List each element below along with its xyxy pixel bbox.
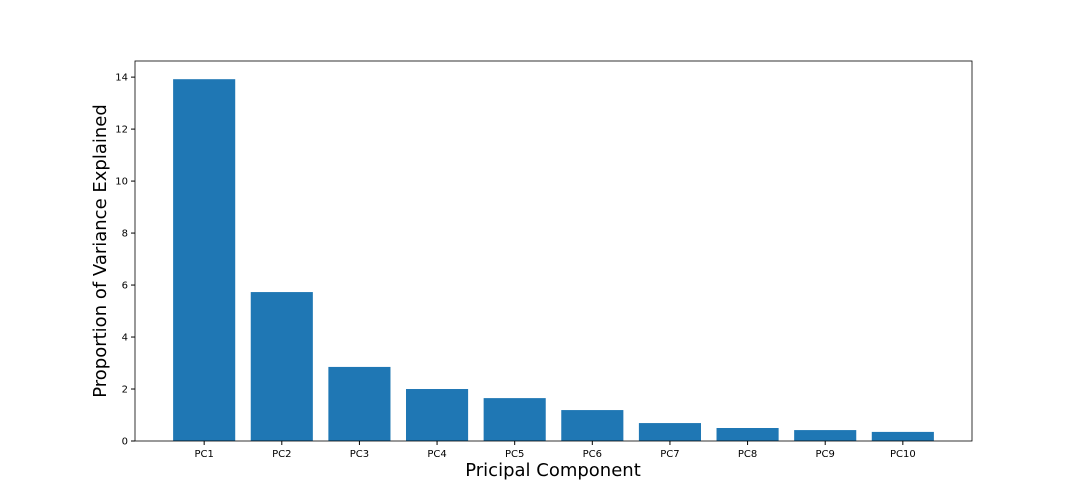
y-tick-label: 0	[122, 437, 128, 448]
x-tick-label: PC10	[890, 449, 916, 460]
y-tick-label: 14	[115, 73, 128, 84]
y-tick-label: 2	[122, 385, 128, 396]
x-tick-label: PC1	[194, 449, 213, 460]
x-tick-label: PC6	[583, 449, 602, 460]
bar	[483, 398, 546, 441]
y-tick-label: 6	[122, 281, 128, 292]
x-tick-label: PC3	[350, 449, 369, 460]
x-tick-label: PC5	[505, 449, 524, 460]
x-tick-label: PC9	[816, 449, 835, 460]
bar	[406, 389, 469, 441]
x-tick-label: PC7	[660, 449, 679, 460]
bar	[716, 428, 779, 441]
x-axis-label: Pricipal Component	[465, 460, 641, 481]
plot-frame	[134, 60, 973, 442]
y-tick-label: 10	[115, 177, 128, 188]
y-axis-label: Proportion of Variance Explained	[90, 104, 111, 398]
y-tick-label: 4	[122, 333, 128, 344]
x-tick-label: PC4	[427, 449, 446, 460]
bar	[561, 410, 624, 441]
bar	[638, 423, 701, 441]
x-tick-label: PC8	[738, 449, 757, 460]
bar	[871, 431, 934, 441]
y-tick-label: 8	[122, 229, 128, 240]
y-tick-label: 12	[115, 125, 128, 136]
bar	[328, 366, 391, 441]
x-tick-label: PC2	[272, 449, 291, 460]
bar	[173, 79, 236, 442]
bar	[794, 430, 857, 441]
bar	[250, 292, 313, 441]
